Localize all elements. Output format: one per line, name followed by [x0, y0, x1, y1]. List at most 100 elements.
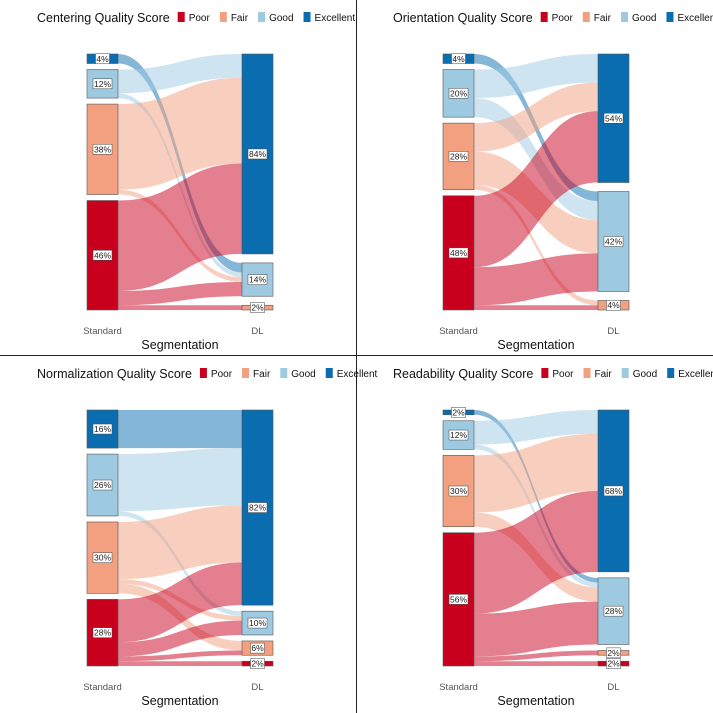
axis-label-dl: DL	[251, 326, 263, 337]
left-node-label-box	[92, 250, 113, 261]
flow-fair-to-excellent	[118, 505, 242, 580]
legend-swatch-fair	[219, 12, 227, 22]
x-axis-title: Segmentation	[497, 338, 574, 352]
axis-label-standard: Standard	[83, 326, 122, 337]
left-node-label-box	[448, 429, 469, 441]
right-node-excellent	[597, 409, 630, 573]
legend-label-poor: Poor	[211, 369, 233, 380]
right-node-label-box	[247, 274, 268, 285]
left-node-label-box	[451, 53, 466, 65]
flows	[474, 54, 598, 310]
legend-swatch-good	[258, 12, 266, 22]
chart-title: Readability Quality Score	[393, 367, 533, 381]
legend-label-fair: Fair	[594, 369, 612, 380]
right-node-label-good: 42%	[605, 237, 622, 247]
left-node-label-poor: 46%	[94, 250, 111, 260]
legend-swatch-poor	[177, 12, 185, 22]
right-node-label-excellent: 82%	[249, 503, 266, 513]
left-node-label-box	[92, 423, 113, 435]
left-node-label-box	[92, 479, 113, 491]
axis-label-dl: DL	[251, 682, 263, 693]
left-node-label-excellent: 4%	[452, 54, 465, 64]
flow-excellent-to-excellent	[118, 410, 242, 449]
legend-label-excellent: Excellent	[315, 13, 356, 24]
flow-poor-to-good	[474, 601, 598, 657]
left-node-label-box	[448, 594, 469, 605]
axis-label-standard: Standard	[439, 682, 478, 693]
flow-poor-to-good	[118, 620, 242, 657]
left-node-label-fair: 30%	[94, 553, 111, 563]
flow-poor-to-good	[474, 253, 598, 306]
legend-label-excellent: Excellent	[677, 13, 713, 24]
legend-label-excellent: Excellent	[337, 369, 378, 380]
flow-poor-to-excellent	[474, 490, 598, 614]
left-node-label-fair: 28%	[450, 151, 467, 161]
right-node-label-box	[250, 302, 265, 313]
flow-poor-to-excellent	[474, 111, 598, 268]
right-node-label-box	[247, 617, 268, 629]
flow-poor-to-excellent	[118, 562, 242, 643]
flow-poor-to-good	[118, 281, 242, 306]
legend-swatch-excellent	[325, 368, 333, 378]
left-node-label-box	[92, 627, 113, 638]
right-node-label-fair: 2%	[251, 303, 264, 313]
left-node-label-excellent: 4%	[96, 54, 109, 64]
legend-label-fair: Fair	[231, 13, 249, 24]
legend-label-fair: Fair	[253, 369, 271, 380]
flow-fair-to-excellent	[474, 433, 598, 513]
flow-poor-to-excellent	[118, 163, 242, 291]
right-node-label-fair: 2%	[607, 648, 620, 658]
left-node-label-poor: 48%	[450, 248, 467, 258]
legend-label-good: Good	[269, 13, 293, 24]
right-node-label-box	[603, 605, 624, 617]
chart-panel-normalization-quality-score: Normalization Quality Score Poor Fair Good E…	[37, 367, 378, 708]
flow-fair-to-excellent	[118, 77, 242, 190]
right-node-label-box	[603, 113, 624, 124]
legend-swatch-excellent	[666, 12, 674, 22]
legend-swatch-fair	[242, 368, 250, 378]
legend-label-poor: Poor	[552, 369, 574, 380]
flows	[118, 54, 242, 310]
right-node-label-good: 10%	[249, 618, 266, 628]
flow-poor-to-fair	[118, 305, 242, 310]
right-node-label-box	[250, 658, 265, 669]
flow-poor-to-poor	[474, 661, 598, 666]
left-node-label-box	[448, 151, 469, 162]
right-node-label-box	[603, 236, 624, 247]
right-node-label-good: 14%	[249, 275, 266, 285]
legend-label-good: Good	[291, 369, 315, 380]
legend-swatch-fair	[583, 368, 591, 378]
x-axis-title: Segmentation	[497, 694, 574, 708]
flow-poor-to-poor	[118, 661, 242, 666]
legend-label-fair: Fair	[594, 13, 612, 24]
axis-label-standard: Standard	[439, 326, 478, 337]
left-node-label-good: 26%	[94, 480, 111, 490]
flow-good-to-excellent	[118, 54, 242, 94]
legend-swatch-excellent	[303, 12, 311, 22]
x-axis-title: Segmentation	[141, 694, 218, 708]
legend-label-good: Good	[632, 13, 656, 24]
legend-swatch-fair	[582, 12, 590, 22]
chart-panel-orientation-quality-score: Orientation Quality Score Poor Fair Good Exc…	[393, 11, 713, 352]
axis-label-dl: DL	[607, 326, 619, 337]
legend-label-poor: Poor	[189, 13, 211, 24]
legend-swatch-good	[621, 12, 629, 22]
axis-label-dl: DL	[607, 682, 619, 693]
flow-good-to-excellent	[474, 54, 598, 99]
left-node-label-box	[92, 144, 113, 155]
legend-swatch-poor	[199, 368, 207, 378]
flows	[118, 410, 242, 666]
flows	[474, 410, 598, 666]
left-node-label-excellent: 2%	[452, 407, 465, 417]
flow-poor-to-fair	[118, 650, 242, 662]
left-node-label-box	[95, 53, 110, 65]
legend-label-poor: Poor	[552, 13, 574, 24]
right-node-label-box	[247, 502, 268, 513]
left-node-label-poor: 56%	[450, 594, 467, 604]
right-node-label-box	[606, 658, 621, 669]
left-node-label-box	[92, 78, 113, 90]
right-node-label-box	[603, 485, 624, 497]
x-axis-title: Segmentation	[141, 338, 218, 352]
flow-good-to-excellent	[118, 448, 242, 512]
